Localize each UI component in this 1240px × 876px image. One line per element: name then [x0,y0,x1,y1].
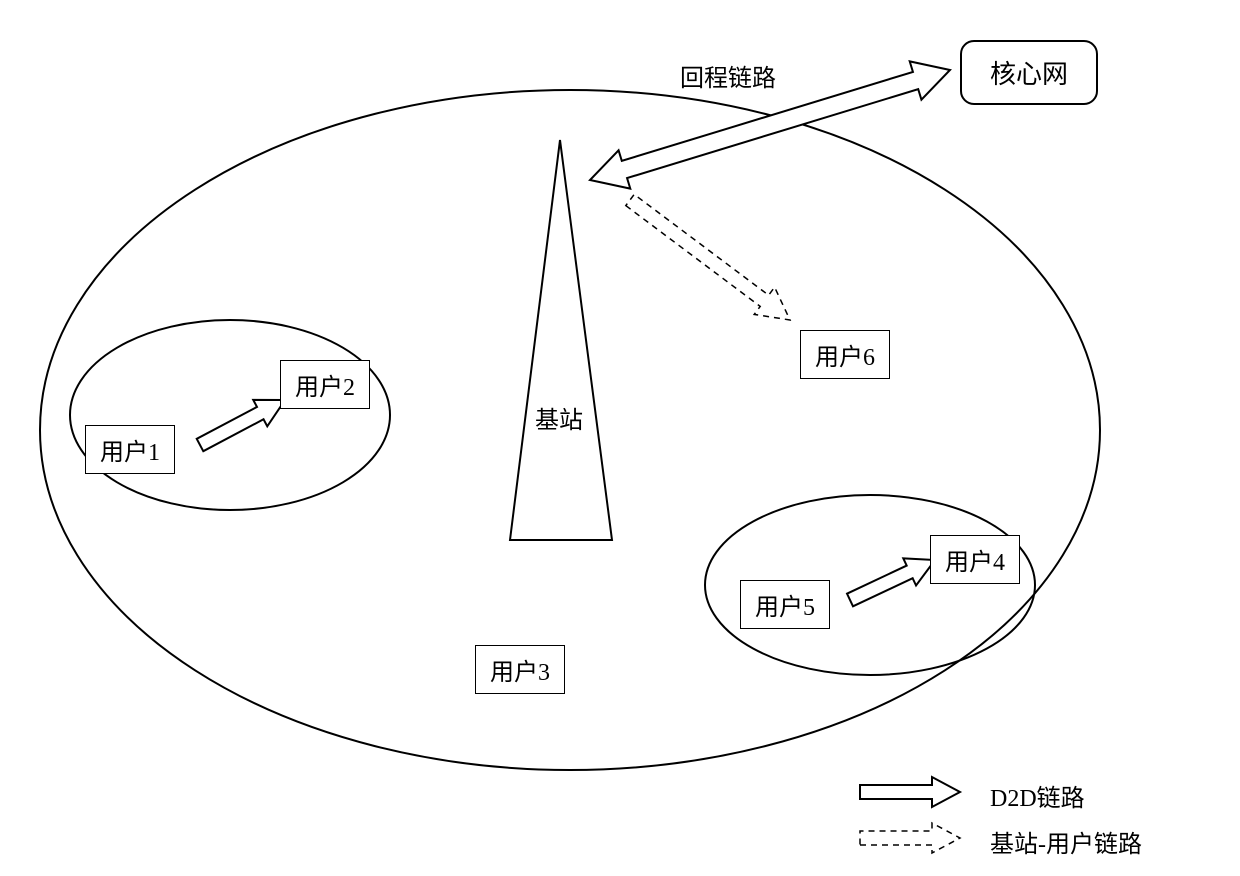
diagram-container: 核心网 回程链路 基站 用户1 用户2 用户3 用户4 用户5 用户6 D2D链… [0,0,1240,876]
base-station-label: 基站 [535,400,583,435]
core-network-label: 核心网 [990,60,1068,89]
user1-label: 用户1 [100,440,160,466]
user5-box: 用户5 [740,580,830,629]
user6-label: 用户6 [815,345,875,371]
user2-label: 用户2 [295,375,355,401]
backhaul-label: 回程链路 [680,58,776,93]
left-cluster-ellipse [70,320,390,510]
user6-box: 用户6 [800,330,890,379]
legend-solid-arrow [860,777,960,807]
user1-to-user2-arrow [197,400,285,451]
diagram-svg [0,0,1240,876]
legend-d2d-label: D2D链路 [990,778,1085,813]
user3-label: 用户3 [490,660,550,686]
user5-to-user4-arrow [847,558,935,606]
user2-box: 用户2 [280,360,370,409]
base-station-triangle [510,140,612,540]
legend-bs-user-label: 基站-用户链路 [990,824,1142,859]
user5-label: 用户5 [755,595,815,621]
user3-box: 用户3 [475,645,565,694]
user4-box: 用户4 [930,535,1020,584]
core-network-box: 核心网 [960,40,1098,105]
bs-to-user6-arrow [626,194,790,320]
user4-label: 用户4 [945,550,1005,576]
user1-box: 用户1 [85,425,175,474]
legend-dashed-arrow [860,823,960,853]
